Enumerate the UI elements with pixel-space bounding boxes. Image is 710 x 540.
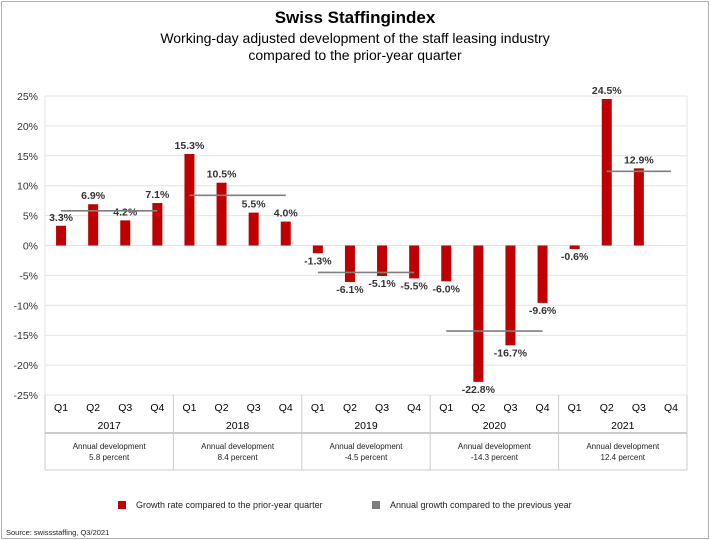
- data-label: -5.5%: [400, 280, 428, 292]
- data-label: 3.3%: [49, 212, 74, 224]
- quarter-label: Q3: [375, 402, 389, 414]
- annual-box-value: 8.4 percent: [218, 453, 259, 462]
- legend-label: Growth rate compared to the prior-year q…: [136, 500, 323, 510]
- quarter-label: Q1: [568, 402, 582, 414]
- y-tick-label: 0%: [23, 241, 38, 253]
- bar: [409, 245, 420, 279]
- quarter-label: Q3: [118, 402, 132, 414]
- data-label: -5.1%: [368, 278, 396, 290]
- quarter-label: Q1: [54, 402, 68, 414]
- annual-box-value: 12.4 percent: [601, 453, 646, 462]
- annual-box-value: -14.3 percent: [471, 453, 519, 462]
- year-label: 2019: [354, 420, 378, 432]
- chart-subtitle-line-1: Working-day adjusted development of the …: [160, 30, 550, 46]
- quarter-label: Q4: [150, 402, 164, 414]
- annual-box-value: 5.8 percent: [89, 453, 130, 462]
- legend-item-quarterly: Growth rate compared to the prior-year q…: [118, 500, 323, 510]
- legend-item-annual: Annual growth compared to the previous y…: [372, 500, 572, 510]
- data-label: -9.6%: [529, 305, 557, 317]
- bar: [120, 220, 131, 246]
- y-tick-label: -25%: [13, 390, 38, 402]
- annual-box-title: Annual development: [201, 442, 275, 451]
- bar: [280, 221, 291, 246]
- bar: [473, 245, 484, 382]
- quarter-label: Q4: [407, 402, 421, 414]
- bar: [312, 245, 323, 254]
- data-label: 6.9%: [81, 190, 106, 202]
- data-label: -22.8%: [462, 384, 496, 396]
- quarter-label: Q4: [664, 402, 678, 414]
- quarter-label: Q1: [182, 402, 196, 414]
- bar: [184, 154, 195, 246]
- data-label: 5.5%: [242, 199, 267, 211]
- y-tick-label: 5%: [23, 211, 38, 223]
- quarter-label: Q4: [279, 402, 293, 414]
- chart-title: Swiss Staffingindex: [274, 8, 436, 27]
- data-label: 4.0%: [274, 208, 299, 220]
- y-tick-label: -15%: [13, 330, 38, 342]
- y-tick-label: -5%: [19, 270, 38, 282]
- y-tick-label: 10%: [17, 181, 38, 193]
- data-label: 24.5%: [592, 85, 622, 97]
- quarter-label: Q4: [536, 402, 550, 414]
- quarter-label: Q3: [632, 402, 646, 414]
- source-note: Source: swissstaffing, Q3/2021: [6, 528, 110, 537]
- y-tick-label: 20%: [17, 121, 38, 133]
- bar: [633, 168, 644, 246]
- year-label: 2017: [98, 420, 122, 432]
- y-tick-label: 15%: [17, 151, 38, 163]
- quarter-label: Q2: [215, 402, 229, 414]
- quarter-label: Q2: [471, 402, 485, 414]
- data-label: 10.5%: [207, 169, 237, 181]
- bar: [56, 225, 67, 246]
- bar: [88, 204, 99, 246]
- data-label: -6.0%: [433, 283, 461, 295]
- quarter-label: Q2: [600, 402, 614, 414]
- annual-box-title: Annual development: [586, 442, 660, 451]
- annual-box-title: Annual development: [330, 442, 404, 451]
- bar: [537, 245, 548, 303]
- annual-box-title: Annual development: [73, 442, 147, 451]
- data-label: -1.3%: [304, 255, 332, 267]
- y-tick-label: 25%: [17, 91, 38, 103]
- quarter-label: Q1: [311, 402, 325, 414]
- data-label: 4.2%: [113, 206, 138, 218]
- bar: [601, 98, 612, 246]
- bar: [152, 203, 163, 246]
- y-tick-label: -10%: [13, 300, 38, 312]
- chart-subtitle-line-2: compared to the prior-year quarter: [248, 47, 462, 63]
- data-label: -16.7%: [494, 347, 528, 359]
- bar: [569, 245, 580, 250]
- data-label: -0.6%: [561, 251, 589, 263]
- quarter-label: Q2: [343, 402, 357, 414]
- bar: [248, 212, 259, 246]
- data-label: -6.1%: [336, 284, 364, 296]
- bar: [377, 245, 388, 276]
- bar: [216, 182, 227, 246]
- quarter-label: Q3: [247, 402, 261, 414]
- y-tick-label: -20%: [13, 360, 38, 372]
- legend-swatch-grey: [372, 501, 380, 509]
- bar: [344, 245, 355, 282]
- year-label: 2021: [611, 420, 635, 432]
- annual-box-value: -4.5 percent: [345, 453, 388, 462]
- quarter-label: Q3: [503, 402, 517, 414]
- quarter-label: Q1: [439, 402, 453, 414]
- year-label: 2018: [226, 420, 250, 432]
- bar: [505, 245, 516, 346]
- bar: [441, 245, 452, 282]
- annual-box-title: Annual development: [458, 442, 532, 451]
- quarter-label: Q2: [86, 402, 100, 414]
- data-label: 12.9%: [624, 154, 654, 166]
- year-label: 2020: [483, 420, 507, 432]
- data-label: 7.1%: [145, 189, 170, 201]
- legend-swatch-red: [118, 501, 126, 509]
- data-label: 15.3%: [175, 140, 205, 152]
- legend-label: Annual growth compared to the previous y…: [390, 500, 572, 510]
